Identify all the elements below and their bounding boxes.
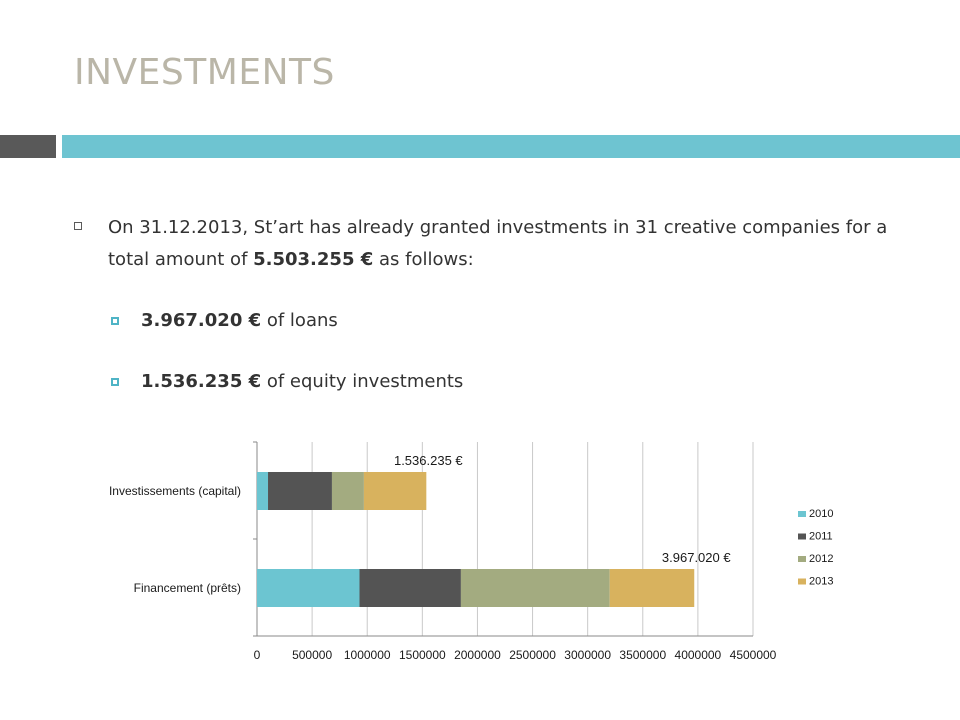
x-tick-label: 4000000 <box>675 648 722 662</box>
equity-amount: 1.536.235 € <box>141 371 262 392</box>
bar-segment <box>359 569 461 607</box>
loans-item: 3.967.020 € of loans <box>111 309 711 333</box>
equity-text: of equity investments <box>261 371 464 392</box>
equity-item: 1.536.235 € of equity investments <box>111 370 711 394</box>
main-bullet-icon <box>74 222 82 230</box>
bar-segment <box>331 472 364 510</box>
header-band-dark <box>0 135 56 158</box>
bar-segment <box>363 472 427 510</box>
legend-label: 2013 <box>809 576 833 588</box>
x-tick-label: 0 <box>254 648 261 662</box>
bar-segment <box>268 472 332 510</box>
x-tick-label: 2500000 <box>509 648 556 662</box>
x-tick-label: 2000000 <box>454 648 501 662</box>
data-label: 1.536.235 € <box>394 453 463 468</box>
x-tick-label: 3500000 <box>619 648 666 662</box>
loans-amount: 3.967.020 € <box>141 310 262 331</box>
total-amount: 5.503.255 € <box>253 249 374 270</box>
bar-segment <box>609 569 695 607</box>
sub-bullet-icon <box>111 378 119 386</box>
intro-suffix: as follows: <box>373 249 474 270</box>
bar-segment <box>257 472 269 510</box>
x-tick-label: 500000 <box>292 648 332 662</box>
x-tick-label: 3000000 <box>564 648 611 662</box>
legend-swatch <box>798 578 806 585</box>
bar-segment <box>257 569 360 607</box>
data-label: 3.967.020 € <box>662 550 731 565</box>
intro-paragraph: On 31.12.2013, St’art has already grante… <box>108 212 908 276</box>
loans-text: of loans <box>261 310 338 331</box>
intro-prefix: On 31.12.2013, St’art has already grante… <box>108 217 888 270</box>
category-label: Investissements (capital) <box>109 484 241 498</box>
legend-label: 2011 <box>809 531 833 543</box>
sub-bullet-icon <box>111 317 119 325</box>
x-tick-label: 1500000 <box>399 648 446 662</box>
header-band-teal <box>62 135 960 158</box>
investment-chart: 0 500000 1000000 1500000 2000000 2500000 30000… <box>109 441 833 662</box>
x-tick-label: 1000000 <box>344 648 391 662</box>
x-tick-label: 4500000 <box>730 648 777 662</box>
legend-swatch <box>798 556 806 562</box>
slide-title: INVESTMENTS <box>74 52 335 93</box>
legend-label: 2010 <box>809 508 833 520</box>
legend-label: 2012 <box>809 553 833 565</box>
legend-swatch <box>798 511 806 517</box>
legend-swatch <box>798 533 806 540</box>
bar-segment <box>460 569 610 607</box>
category-label: Financement (prêts) <box>134 581 241 595</box>
